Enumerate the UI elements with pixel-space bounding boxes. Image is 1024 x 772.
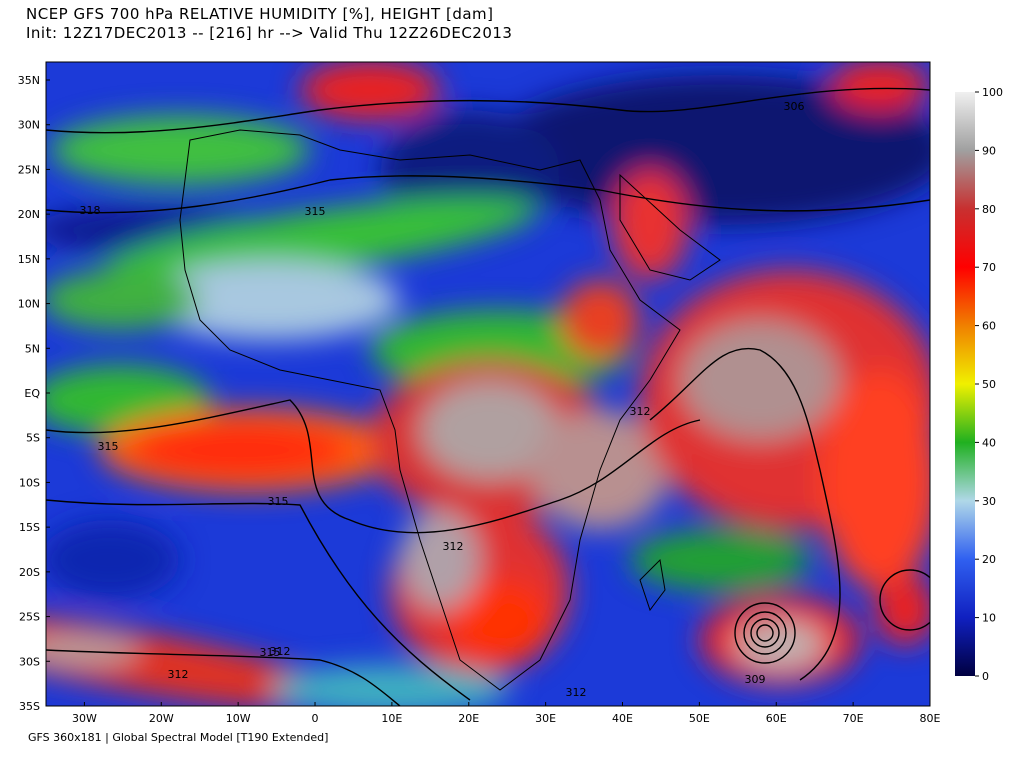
lon-label: 80E bbox=[920, 712, 941, 725]
contour-label: 309 bbox=[745, 673, 766, 686]
lon-label: 30W bbox=[72, 712, 97, 725]
contour-label: 315 bbox=[98, 440, 119, 453]
colorbar-tick-label: 70 bbox=[982, 261, 996, 274]
lat-label: 30S bbox=[19, 655, 40, 668]
map-frame bbox=[45, 61, 931, 707]
height-contours bbox=[46, 87, 930, 706]
lon-label: 10W bbox=[226, 712, 251, 725]
colorbar-tick-label: 0 bbox=[982, 670, 989, 683]
lat-label: 10S bbox=[19, 476, 40, 489]
colorbar-tick-label: 90 bbox=[982, 144, 996, 157]
colorbar-tick-label: 80 bbox=[982, 203, 996, 216]
contour-label: 312 bbox=[443, 540, 464, 553]
lat-label: 10N bbox=[18, 298, 40, 311]
contour-label: 315 bbox=[260, 646, 281, 659]
lat-label: EQ bbox=[24, 387, 40, 400]
contour-label: 312 bbox=[566, 686, 587, 699]
lon-label: 70E bbox=[843, 712, 864, 725]
colorbar-tick-label: 100 bbox=[982, 86, 1003, 99]
contour-label: 312 bbox=[630, 405, 651, 418]
lon-label: 50E bbox=[689, 712, 710, 725]
lat-label: 15N bbox=[18, 253, 40, 266]
footer: GFS 360x181 | Global Spectral Model [T19… bbox=[28, 731, 328, 744]
colorbar-tick-label: 50 bbox=[982, 378, 996, 391]
lat-label: 25N bbox=[18, 163, 40, 176]
title: NCEP GFS 700 hPa RELATIVE HUMIDITY [%], … bbox=[26, 5, 494, 23]
lon-label: 20W bbox=[149, 712, 174, 725]
lat-label: 20S bbox=[19, 566, 40, 579]
lon-label: 30E bbox=[535, 712, 556, 725]
contour-label: 315 bbox=[268, 495, 289, 508]
colorbar-tick-label: 40 bbox=[982, 436, 996, 449]
colorbar-tick-label: 30 bbox=[982, 495, 996, 508]
colorbar-tick-label: 10 bbox=[982, 612, 996, 625]
lat-label: 25S bbox=[19, 611, 40, 624]
lat-label: 15S bbox=[19, 521, 40, 534]
lat-label: 5N bbox=[25, 342, 40, 355]
contour-label: 318 bbox=[80, 204, 101, 217]
lat-label: 20N bbox=[18, 208, 40, 221]
coastlines bbox=[179, 129, 721, 691]
lon-label: 60E bbox=[766, 712, 787, 725]
lon-label: 10E bbox=[381, 712, 402, 725]
contour-label: 306 bbox=[784, 100, 805, 113]
lat-label: 35S bbox=[19, 700, 40, 713]
lon-label: 0 bbox=[312, 712, 319, 725]
colorbar-tick-label: 20 bbox=[982, 553, 996, 566]
lat-label: 30N bbox=[18, 119, 40, 132]
colorbar bbox=[955, 92, 975, 676]
subtitle: Init: 12Z17DEC2013 -- [216] hr --> Valid… bbox=[26, 24, 512, 42]
colorbar-tick-label: 60 bbox=[982, 320, 996, 333]
lat-label: 5S bbox=[26, 432, 40, 445]
lon-label: 40E bbox=[612, 712, 633, 725]
contour-label: 312 bbox=[270, 645, 291, 658]
contour-label: 312 bbox=[168, 668, 189, 681]
lon-label: 20E bbox=[458, 712, 479, 725]
contour-label: 315 bbox=[305, 205, 326, 218]
lat-label: 35N bbox=[18, 74, 40, 87]
